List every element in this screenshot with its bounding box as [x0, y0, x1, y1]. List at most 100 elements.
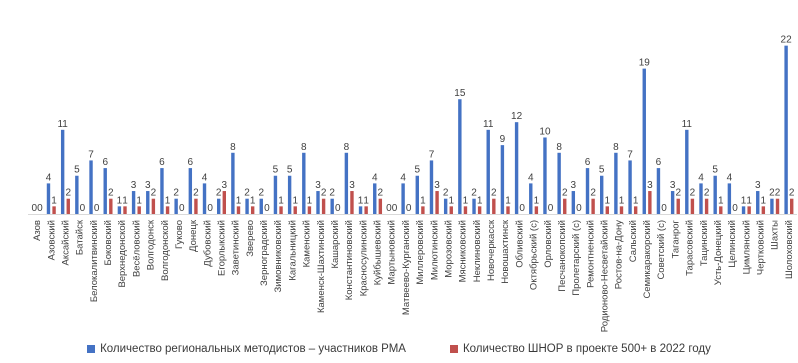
data-label-methodists-52: 2	[769, 188, 775, 199]
data-label-methodists-23: 1	[358, 195, 364, 206]
data-label-schools-16: 0	[264, 203, 270, 214]
data-label-schools-51: 1	[761, 195, 767, 206]
bar-methodists-1	[46, 183, 51, 214]
category-label-44: Советский (с)	[656, 220, 667, 280]
bar-schools-32	[492, 198, 496, 214]
bar-methodists-28	[429, 160, 434, 214]
data-label-schools-42: 1	[633, 195, 639, 206]
bar-schools-1	[52, 206, 56, 214]
data-label-schools-22: 3	[349, 180, 355, 191]
bar-schools-8	[151, 198, 156, 214]
data-label-schools-32: 2	[491, 188, 497, 199]
bar-methodists-7	[131, 191, 136, 214]
category-label-8: Волгодонск	[146, 219, 157, 270]
data-label-methodists-41: 8	[613, 142, 619, 153]
category-label-17: Зимовниковский	[273, 220, 284, 292]
category-label-42: Сальский	[628, 220, 639, 262]
bar-methodists-46	[685, 129, 689, 214]
data-label-schools-47: 2	[704, 188, 710, 199]
bar-methodists-43	[642, 68, 646, 214]
data-label-schools-8: 2	[151, 188, 157, 199]
data-label-methodists-5: 6	[102, 157, 108, 168]
data-label-methodists-10: 2	[173, 188, 179, 199]
bar-schools-5	[109, 198, 113, 214]
data-label-methodists-30: 15	[454, 88, 466, 99]
category-label-7: Весёловский	[131, 220, 142, 277]
category-label-41: Ростов-на-Дону	[614, 220, 625, 289]
data-label-schools-15: 1	[250, 195, 256, 206]
category-label-25: Мартыновский	[387, 220, 398, 285]
data-label-schools-33: 1	[505, 195, 511, 206]
bar-methodists-42	[628, 160, 632, 214]
data-label-schools-50: 1	[746, 195, 752, 206]
legend-item-methodists: Количество региональных методистов – уча…	[87, 343, 406, 355]
data-label-methodists-26: 4	[400, 172, 406, 183]
data-label-methodists-1: 4	[46, 172, 52, 183]
category-label-53: Шолоховский	[784, 220, 795, 279]
legend: Количество региональных методистов – уча…	[0, 341, 798, 357]
category-label-34: Обливский	[514, 220, 525, 268]
bar-schools-7	[137, 206, 141, 214]
category-label-16: Зерноградский	[259, 220, 270, 286]
data-label-methodists-21: 2	[329, 188, 335, 199]
data-label-schools-37: 2	[562, 188, 568, 199]
bar-schools-37	[563, 198, 567, 214]
bar-methodists-40	[600, 175, 604, 214]
data-label-schools-29: 1	[448, 195, 454, 206]
bar-methodists-33	[500, 145, 505, 214]
category-label-40: Родионово-Несветайский	[600, 220, 611, 332]
data-label-methodists-53: 22	[781, 35, 793, 46]
data-label-schools-7: 1	[136, 195, 142, 206]
category-label-4: Белокалитвинский	[89, 220, 100, 302]
data-label-methodists-39: 6	[585, 157, 591, 168]
bar-methodists-53	[784, 45, 788, 215]
category-label-47: Тацинский	[699, 220, 710, 266]
data-label-methodists-0: 0	[32, 203, 38, 214]
bar-methodists-52	[770, 198, 774, 214]
category-label-33: Новошахтинск	[500, 219, 511, 284]
bar-methodists-34	[514, 122, 519, 214]
bar-schools-22	[350, 191, 354, 214]
data-label-schools-34: 0	[519, 203, 525, 214]
data-label-methodists-15: 2	[244, 188, 250, 199]
bar-methodists-18	[287, 175, 292, 214]
data-label-schools-25: 0	[392, 203, 398, 214]
bar-schools-48	[719, 206, 723, 214]
data-label-methodists-47: 4	[698, 172, 704, 183]
data-label-schools-11: 2	[193, 188, 199, 199]
bar-schools-27	[421, 206, 425, 214]
bar-methodists-50	[741, 206, 746, 214]
data-label-schools-26: 0	[406, 203, 412, 214]
bar-schools-30	[463, 206, 468, 214]
data-label-methodists-16: 2	[258, 188, 264, 199]
data-label-schools-27: 1	[420, 195, 426, 206]
legend-swatch-methodists	[87, 345, 96, 353]
bar-schools-51	[761, 206, 766, 214]
data-label-schools-45: 2	[675, 188, 681, 199]
data-label-schools-21: 0	[335, 203, 341, 214]
bar-schools-53	[790, 198, 794, 214]
data-label-methodists-11: 6	[188, 157, 194, 168]
bar-methodists-6	[117, 206, 122, 214]
bar-methodists-19	[302, 152, 306, 214]
bar-methodists-35	[529, 183, 533, 214]
data-label-methodists-50: 1	[741, 195, 747, 206]
bar-schools-15	[250, 206, 255, 214]
category-label-0: Азов	[32, 220, 43, 241]
bar-methodists-15	[245, 198, 249, 214]
category-label-32: Новочеркасск	[486, 219, 497, 281]
data-label-schools-40: 1	[605, 195, 611, 206]
bar-methodists-37	[557, 152, 561, 214]
bar-methodists-9	[160, 168, 164, 214]
data-label-schools-13: 3	[222, 180, 228, 191]
bar-schools-20	[321, 198, 326, 214]
data-label-methodists-19: 8	[301, 142, 307, 153]
bar-schools-11	[194, 198, 198, 214]
data-label-methodists-33: 9	[500, 134, 506, 145]
bar-schools-50	[747, 206, 751, 214]
data-label-schools-44: 0	[661, 203, 667, 214]
data-label-schools-41: 1	[619, 195, 625, 206]
bar-schools-33	[506, 206, 510, 214]
bar-schools-9	[165, 206, 170, 214]
data-label-schools-18: 1	[292, 195, 298, 206]
